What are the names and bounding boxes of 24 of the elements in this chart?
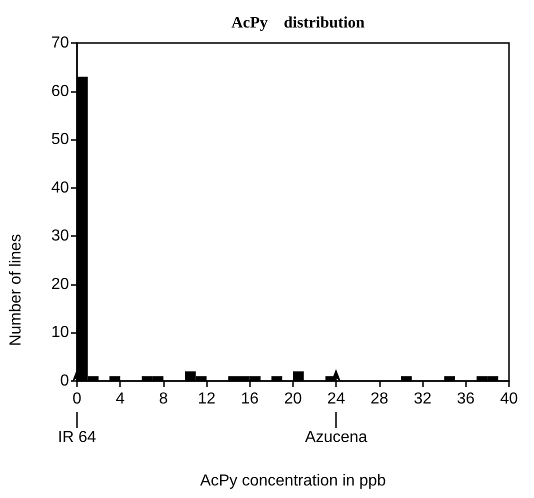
x-tick-label: 8 bbox=[158, 390, 168, 408]
x-tick-label: 16 bbox=[240, 390, 259, 408]
y-axis-title: Number of lines bbox=[8, 234, 24, 346]
x-tick-label: 36 bbox=[456, 390, 475, 408]
y-tick-label: 30 bbox=[51, 228, 70, 245]
y-tick-label: 20 bbox=[51, 276, 70, 293]
annotation: Azucena bbox=[305, 429, 368, 447]
x-tick-label: 32 bbox=[414, 390, 432, 408]
x-tick-label: 20 bbox=[284, 390, 302, 408]
x-tick-label: 28 bbox=[370, 390, 388, 408]
x-tick-label: 24 bbox=[327, 390, 346, 408]
y-tick-label: 50 bbox=[51, 131, 70, 148]
chart-title: AcPy distribution bbox=[231, 14, 365, 32]
y-tick-label: 40 bbox=[51, 179, 70, 196]
x-axis-title: AcPy concentration in ppb bbox=[200, 472, 386, 490]
y-tick-label: 60 bbox=[51, 82, 70, 100]
y-tick-label: 10 bbox=[51, 324, 70, 342]
y-tick-label: 0 bbox=[60, 372, 70, 390]
x-tick-label: 0 bbox=[72, 390, 82, 408]
annotation: IR 64 bbox=[58, 429, 96, 447]
x-tick-label: 12 bbox=[198, 390, 216, 408]
y-tick-label: 70 bbox=[51, 34, 70, 52]
x-tick-label: 40 bbox=[500, 390, 518, 408]
x-tick-label: 4 bbox=[116, 390, 125, 408]
